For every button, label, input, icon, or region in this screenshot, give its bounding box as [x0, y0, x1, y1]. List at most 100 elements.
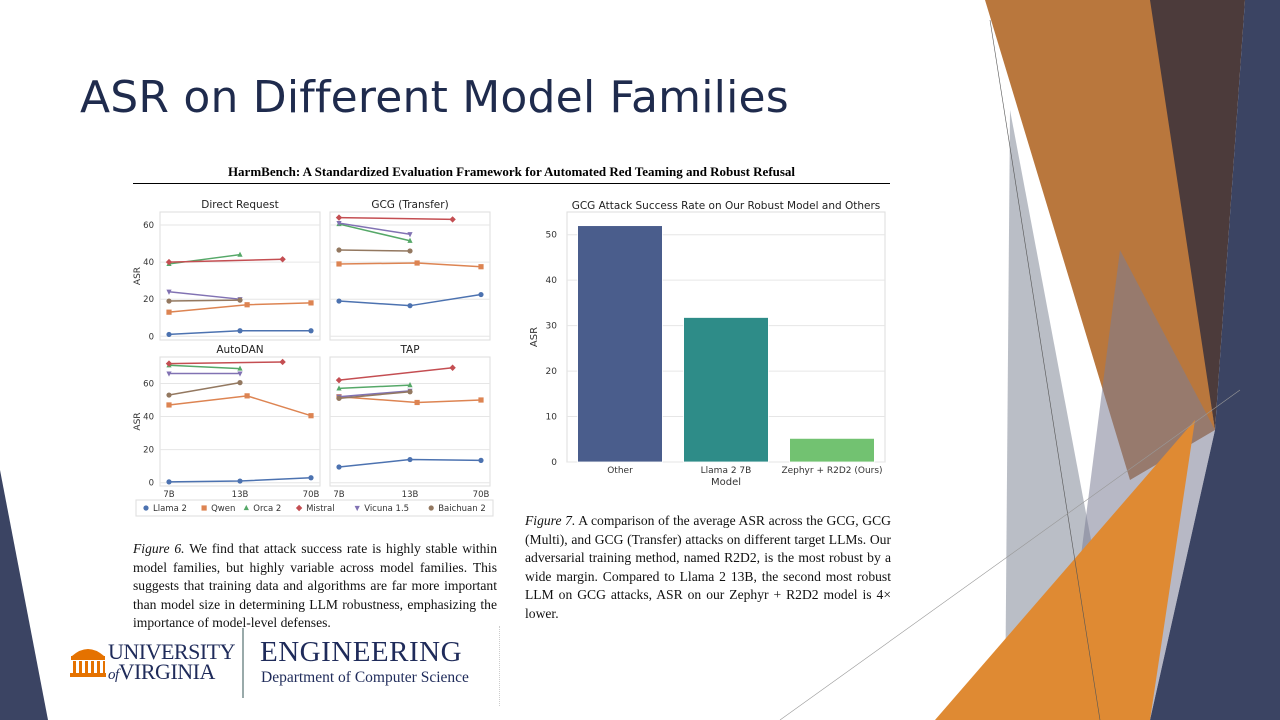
data-point [166, 309, 172, 315]
y-axis-label: ASR [529, 327, 540, 347]
y-tick-label: 10 [546, 413, 558, 423]
legend [135, 499, 494, 517]
data-point [165, 258, 173, 266]
figure6-text: We find that attack success rate is high… [133, 541, 497, 631]
data-point [407, 232, 413, 238]
series-line-orca-2 [338, 384, 411, 390]
series-line-baichuan-2 [338, 390, 411, 400]
bar-other [577, 225, 663, 463]
data-point [407, 389, 413, 395]
data-point [336, 385, 342, 391]
data-point [308, 300, 314, 306]
data-point [244, 393, 250, 399]
y-tick-label: 60 [143, 221, 154, 231]
figure6-label: Figure 6. [133, 541, 185, 556]
series-line-baichuan-2 [168, 381, 241, 396]
x-tick-label: 70B [473, 490, 490, 500]
uva-wordmark: UNIVERSITY ofVIRGINIA [108, 641, 236, 685]
legend-marker [354, 505, 360, 512]
legend-marker [243, 504, 249, 511]
data-point [478, 457, 484, 463]
data-point [335, 376, 343, 384]
figure6-caption: Figure 6. We find that attack success ra… [133, 540, 497, 633]
uva-of: of [108, 667, 119, 683]
bar-chart [566, 211, 886, 463]
paper-header: HarmBench: A Standardized Evaluation Fra… [133, 164, 890, 184]
data-point [166, 331, 172, 338]
panel-title: AutoDAN [216, 344, 263, 356]
y-tick-label: 0 [149, 479, 154, 489]
figure7-label: Figure 7. [525, 513, 576, 528]
y-tick-label: 20 [143, 295, 154, 305]
panel-title: TAP [399, 344, 419, 356]
panel-title: Direct Request [201, 199, 278, 211]
series-line-orca-2 [168, 364, 241, 370]
plot-frame [329, 356, 491, 487]
data-point [336, 395, 342, 401]
data-point [407, 303, 413, 309]
legend-marker [428, 505, 434, 511]
bar-zephyr-r2d2-ours- [789, 437, 875, 463]
y-tick-label: 60 [143, 379, 154, 389]
data-point [308, 328, 314, 334]
panel-gcg-transfer- [329, 211, 491, 341]
x-axis-label: Model [711, 477, 741, 488]
series-line-vicuna-1-5 [168, 291, 241, 300]
series-line-mistral [168, 258, 283, 263]
x-tick-label: 70B [303, 490, 320, 500]
uva-rotunda-logo [70, 649, 106, 677]
y-tick-label: 20 [143, 446, 154, 456]
uva-line2: VIRGINIA [118, 659, 216, 684]
data-point [407, 237, 413, 243]
decor-orange-bottom [935, 420, 1195, 720]
data-point [336, 247, 342, 253]
series-line-vicuna-1-5 [338, 390, 411, 398]
series-line-mistral [338, 367, 453, 381]
series-line-baichuan-2 [168, 299, 241, 302]
y-axis-label: ASR [133, 267, 143, 285]
y-tick-label: 40 [143, 258, 154, 268]
x-tick-label: 7B [163, 490, 174, 500]
y-tick-label: 0 [149, 332, 154, 342]
series-line-baichuan-2 [338, 249, 411, 252]
legend-frame [135, 499, 494, 517]
engineering-wordmark: ENGINEERING [260, 636, 463, 668]
panel-autodan [159, 356, 321, 487]
data-point [336, 261, 342, 267]
data-point [308, 475, 314, 481]
legend-label: Qwen [211, 504, 235, 514]
data-point [478, 291, 484, 298]
panel-direct-request [159, 211, 321, 341]
figure7-text: A comparison of the average ASR across t… [525, 513, 891, 621]
y-axis-label: ASR [133, 412, 143, 430]
data-point [237, 365, 243, 371]
slide-title: ASR on Different Model Families [80, 72, 789, 123]
y-tick-label: 40 [546, 276, 558, 286]
x-tick-label: 13B [232, 490, 249, 500]
data-point [336, 464, 342, 470]
panel-tap [329, 356, 491, 487]
data-point [407, 248, 413, 254]
y-tick-label: 40 [143, 413, 154, 423]
data-point [279, 358, 286, 366]
department-name: Department of Computer Science [261, 669, 469, 686]
figure7-caption: Figure 7. A comparison of the average AS… [525, 512, 891, 624]
y-tick-label: 0 [551, 458, 557, 468]
legend-marker [201, 505, 207, 511]
data-point [478, 397, 484, 403]
legend-label: Mistral [306, 504, 335, 514]
decor-thin-line [779, 389, 1241, 720]
x-tick-label: 7B [333, 490, 344, 500]
data-point [407, 382, 413, 388]
bar-llama-2-7b [683, 317, 769, 463]
decor-thin-line [989, 19, 1101, 720]
x-tick-label: Zephyr + R2D2 (Ours) [781, 466, 882, 476]
decor-brown-band [1150, 0, 1245, 430]
bar-chart-title: GCG Attack Success Rate on Our Robust Mo… [572, 200, 881, 212]
data-point [237, 251, 243, 257]
data-point [237, 478, 243, 484]
data-point [166, 479, 172, 485]
series-line-vicuna-1-5 [338, 222, 411, 236]
data-point [449, 216, 456, 223]
